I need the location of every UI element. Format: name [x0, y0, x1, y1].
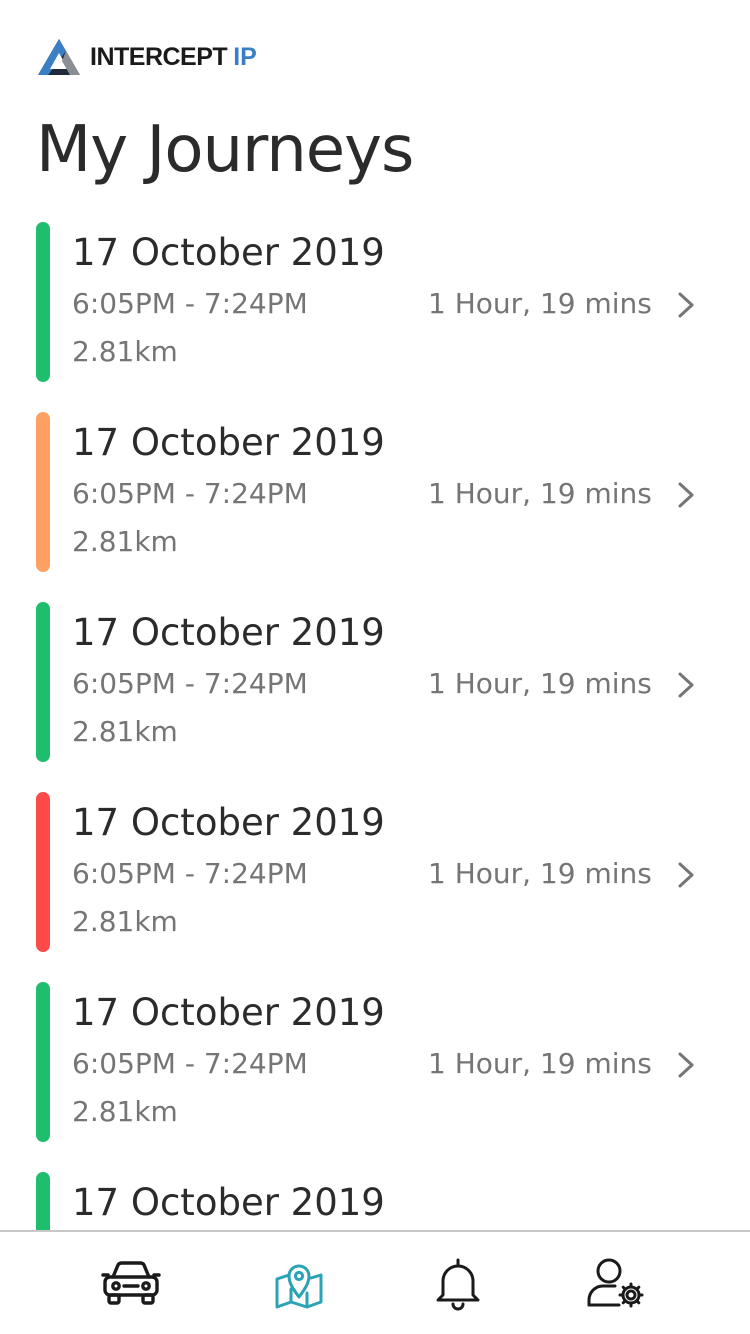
- journey-date: 17 October 2019: [72, 1181, 385, 1224]
- journey-distance: 2.81km: [72, 1095, 178, 1128]
- journey-date: 17 October 2019: [72, 991, 385, 1034]
- map-pin-icon: [275, 1264, 323, 1309]
- bell-icon: [436, 1258, 480, 1311]
- journey-time-range: 6:05PM - 7:24PM: [72, 667, 308, 700]
- tab-notifications[interactable]: [398, 1232, 518, 1334]
- chevron-right-icon[interactable]: [674, 290, 698, 320]
- tab-account-settings[interactable]: [557, 1232, 677, 1334]
- journey-item[interactable]: 17 October 2019 6:05PM - 7:24PM 1 Hour, …: [0, 982, 750, 1172]
- journey-duration: 1 Hour, 19 mins: [428, 667, 652, 700]
- journey-time-range: 6:05PM - 7:24PM: [72, 857, 308, 890]
- journey-item[interactable]: 17 October 2019 6:05PM - 7:24PM 1 Hour, …: [0, 792, 750, 982]
- chevron-right-icon[interactable]: [674, 1050, 698, 1080]
- journey-duration: 1 Hour, 19 mins: [428, 477, 652, 510]
- bottom-tab-bar: [0, 1230, 750, 1334]
- journey-status-bar: [36, 412, 50, 572]
- page-title: My Journeys: [36, 113, 414, 187]
- journey-time-range: 6:05PM - 7:24PM: [72, 1047, 308, 1080]
- journey-item[interactable]: 17 October 2019 6:05PM - 7:24PM 1 Hour, …: [0, 412, 750, 602]
- journey-distance: 2.81km: [72, 335, 178, 368]
- chevron-right-icon[interactable]: [674, 480, 698, 510]
- journey-status-bar: [36, 602, 50, 762]
- journey-date: 17 October 2019: [72, 231, 385, 274]
- journey-item[interactable]: 17 October 2019 6:05PM - 7:24PM 1 Hour, …: [0, 1172, 750, 1230]
- journey-item[interactable]: 17 October 2019 6:05PM - 7:24PM 1 Hour, …: [0, 222, 750, 412]
- journey-date: 17 October 2019: [72, 421, 385, 464]
- journey-date: 17 October 2019: [72, 611, 385, 654]
- journey-time-range: 6:05PM - 7:24PM: [72, 477, 308, 510]
- journey-date: 17 October 2019: [72, 801, 385, 844]
- journey-status-bar: [36, 1172, 50, 1230]
- journey-item[interactable]: 17 October 2019 6:05PM - 7:24PM 1 Hour, …: [0, 602, 750, 792]
- journey-status-bar: [36, 222, 50, 382]
- tab-vehicle[interactable]: [71, 1232, 191, 1334]
- chevron-right-icon[interactable]: [674, 860, 698, 890]
- journey-duration: 1 Hour, 19 mins: [428, 1047, 652, 1080]
- user-settings-icon: [587, 1258, 644, 1308]
- chevron-right-icon[interactable]: [674, 670, 698, 700]
- journey-duration: 1 Hour, 19 mins: [428, 287, 652, 320]
- journey-distance: 2.81km: [72, 905, 178, 938]
- journey-status-bar: [36, 792, 50, 952]
- journey-duration: 1 Hour, 19 mins: [428, 857, 652, 890]
- journey-distance: 2.81km: [72, 525, 178, 558]
- logo-suffix: IP: [233, 42, 257, 71]
- journey-status-bar: [36, 982, 50, 1142]
- tab-journeys[interactable]: [239, 1232, 359, 1334]
- journey-time-range: 6:05PM - 7:24PM: [72, 287, 308, 320]
- intercept-logo-icon: [38, 39, 80, 75]
- app-logo: INTERCEPT IP: [36, 36, 257, 78]
- car-icon: [101, 1261, 161, 1305]
- journey-distance: 2.81km: [72, 715, 178, 748]
- logo-wordmark: INTERCEPT: [90, 42, 228, 71]
- journey-list: 17 October 2019 6:05PM - 7:24PM 1 Hour, …: [0, 222, 750, 1230]
